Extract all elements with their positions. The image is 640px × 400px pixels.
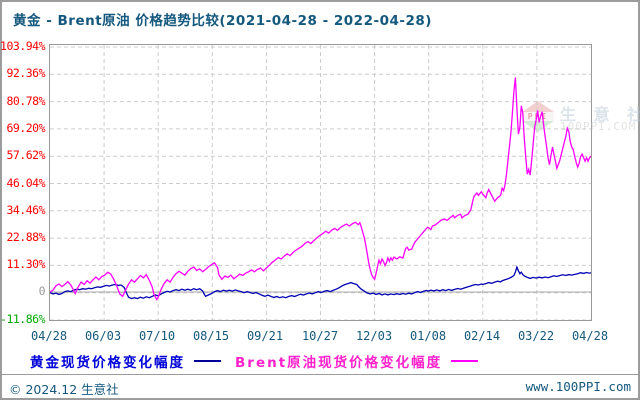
legend-label-brent: Brent原油现货价格变化幅度 xyxy=(235,355,443,371)
x-tick-label: 09/21 xyxy=(246,329,284,343)
x-tick-label: 08/15 xyxy=(192,329,230,343)
y-tick-label: 11.30% xyxy=(6,257,45,271)
gold-series-line xyxy=(50,265,591,300)
y-tick-label: 80.78% xyxy=(6,94,45,108)
footer-divider xyxy=(0,374,640,375)
y-tick-label: -11.86% xyxy=(0,312,45,326)
x-tick-label: 01/08 xyxy=(409,329,447,343)
logo-bottom-triangle xyxy=(522,121,554,132)
watermark-brand-text: 生 意 社 xyxy=(560,105,640,124)
legend-label-gold: 黄金现货价格变化幅度 xyxy=(30,355,185,371)
x-tick-label: 10/27 xyxy=(301,329,339,343)
chart-legend: 黄金现货价格变化幅度 Brent原油现货价格变化幅度 xyxy=(30,352,492,371)
footer-copyright: © 2024.12 生意社 xyxy=(9,382,119,397)
y-tick-label: 46.04% xyxy=(6,176,45,190)
y-tick-label: 92.36% xyxy=(6,66,45,80)
x-tick-label: 04/28 xyxy=(30,329,68,343)
logo-top-triangle xyxy=(522,101,554,112)
plot-area: PPI 生 意 社 100PPI.COM xyxy=(49,44,640,321)
legend-line-brent xyxy=(451,360,479,362)
x-tick-label: 03/22 xyxy=(517,329,555,343)
y-tick-label: 57.62% xyxy=(6,148,45,162)
chart-title: 黄金 - Brent原油 价格趋势比较(2021-04-28 - 2022-04… xyxy=(13,13,432,29)
x-tick-label: 12/03 xyxy=(355,329,393,343)
y-tick-label: 103.94% xyxy=(0,39,45,53)
footer-site-link[interactable]: www.100PPI.com xyxy=(525,379,631,394)
y-tick-label: 22.88% xyxy=(6,230,45,244)
x-tick-label: 02/14 xyxy=(463,329,501,343)
legend-line-gold xyxy=(194,360,221,362)
chart-canvas xyxy=(50,45,591,320)
y-tick-label: 34.46% xyxy=(6,203,45,217)
x-tick-label: 04/28 xyxy=(571,329,609,343)
brent-series-line xyxy=(50,77,591,301)
y-tick-label: 69.20% xyxy=(6,121,45,135)
x-tick-label: 07/10 xyxy=(138,329,176,343)
y-tick-label: 0 xyxy=(38,284,46,298)
x-tick-label: 06/03 xyxy=(84,329,122,343)
watermark-site-text: 100PPI.COM xyxy=(560,120,637,133)
